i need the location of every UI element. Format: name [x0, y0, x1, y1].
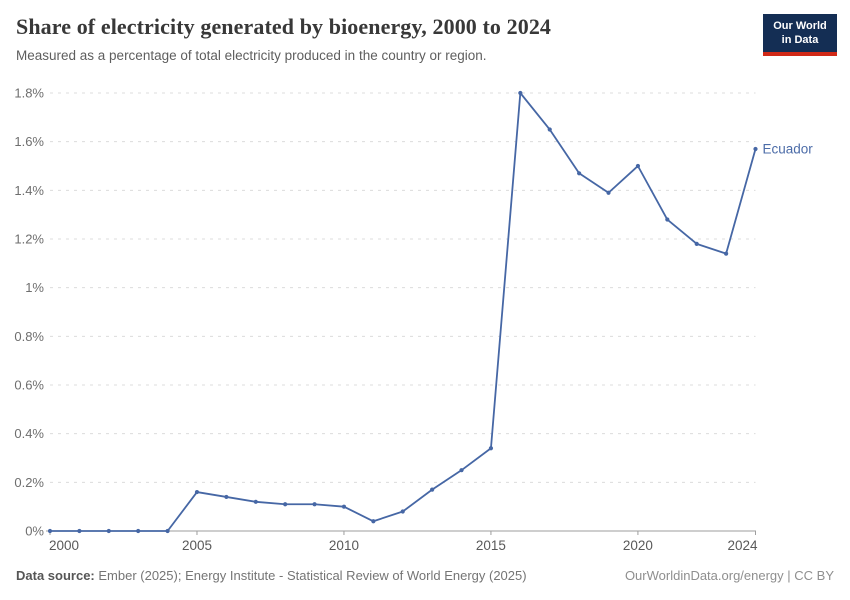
y-axis-label: 0%	[25, 524, 44, 539]
data-point[interactable]	[224, 494, 229, 500]
data-point[interactable]	[194, 489, 200, 495]
data-point[interactable]	[430, 487, 435, 492]
x-axis-label: 2010	[329, 538, 359, 553]
y-axis-label: 1%	[25, 280, 44, 295]
data-point[interactable]	[665, 217, 670, 222]
chart-header: Share of electricity generated by bioene…	[16, 14, 756, 63]
data-point[interactable]	[606, 190, 611, 195]
data-source-label: Data source:	[16, 568, 95, 583]
series-line[interactable]	[50, 92, 757, 532]
data-point[interactable]	[106, 528, 111, 534]
owid-logo-line1: Our World	[773, 20, 827, 32]
x-axis-label: 2005	[182, 538, 212, 553]
owid-logo-line2: in Data	[781, 34, 819, 47]
data-point[interactable]	[371, 519, 376, 524]
data-point[interactable]	[547, 127, 552, 132]
data-point[interactable]	[47, 528, 53, 534]
data-point[interactable]	[518, 90, 523, 96]
y-axis-label: 1.6%	[14, 134, 44, 149]
data-source-text: Ember (2025); Energy Institute - Statist…	[94, 568, 527, 583]
chart-title: Share of electricity generated by bioene…	[16, 14, 552, 39]
data-point[interactable]	[400, 509, 405, 514]
y-axis-label: 0.4%	[14, 426, 44, 441]
chart-footer: Data source: Ember (2025); Energy Instit…	[16, 568, 834, 583]
data-point[interactable]	[459, 468, 464, 473]
data-point[interactable]	[253, 499, 258, 504]
y-axis-label: 1.4%	[14, 183, 44, 198]
x-axis-label: 2015	[476, 538, 506, 553]
x-axis-label: 2000	[49, 538, 79, 553]
data-point[interactable]	[635, 163, 641, 169]
data-source: Data source: Ember (2025); Energy Instit…	[16, 568, 527, 583]
data-point[interactable]	[694, 241, 699, 246]
owid-logo[interactable]: Our World in Data	[763, 14, 837, 56]
data-point[interactable]	[577, 171, 582, 176]
data-point[interactable]	[136, 528, 141, 534]
data-point[interactable]	[753, 146, 758, 152]
y-axis-label: 0.6%	[14, 378, 44, 393]
data-point[interactable]	[488, 446, 494, 451]
owid-link[interactable]: OurWorldinData.org/energy | CC BY	[624, 568, 834, 583]
data-point[interactable]	[724, 251, 729, 256]
data-point[interactable]	[77, 528, 82, 534]
data-point[interactable]	[341, 504, 347, 509]
y-axis-label: 0.2%	[14, 475, 44, 490]
x-axis-label: 2024	[727, 538, 758, 553]
y-axis-label: 1.8%	[14, 86, 44, 101]
data-point[interactable]	[165, 528, 170, 534]
y-axis-label: 0.8%	[14, 329, 44, 344]
series-end-label[interactable]: Ecuador	[763, 141, 814, 156]
data-point[interactable]	[283, 502, 288, 507]
data-point[interactable]	[312, 502, 317, 507]
y-axis-label: 1.2%	[14, 232, 44, 247]
chart-subtitle: Measured as a percentage of total electr…	[16, 48, 487, 63]
x-axis-label: 2020	[623, 538, 653, 553]
